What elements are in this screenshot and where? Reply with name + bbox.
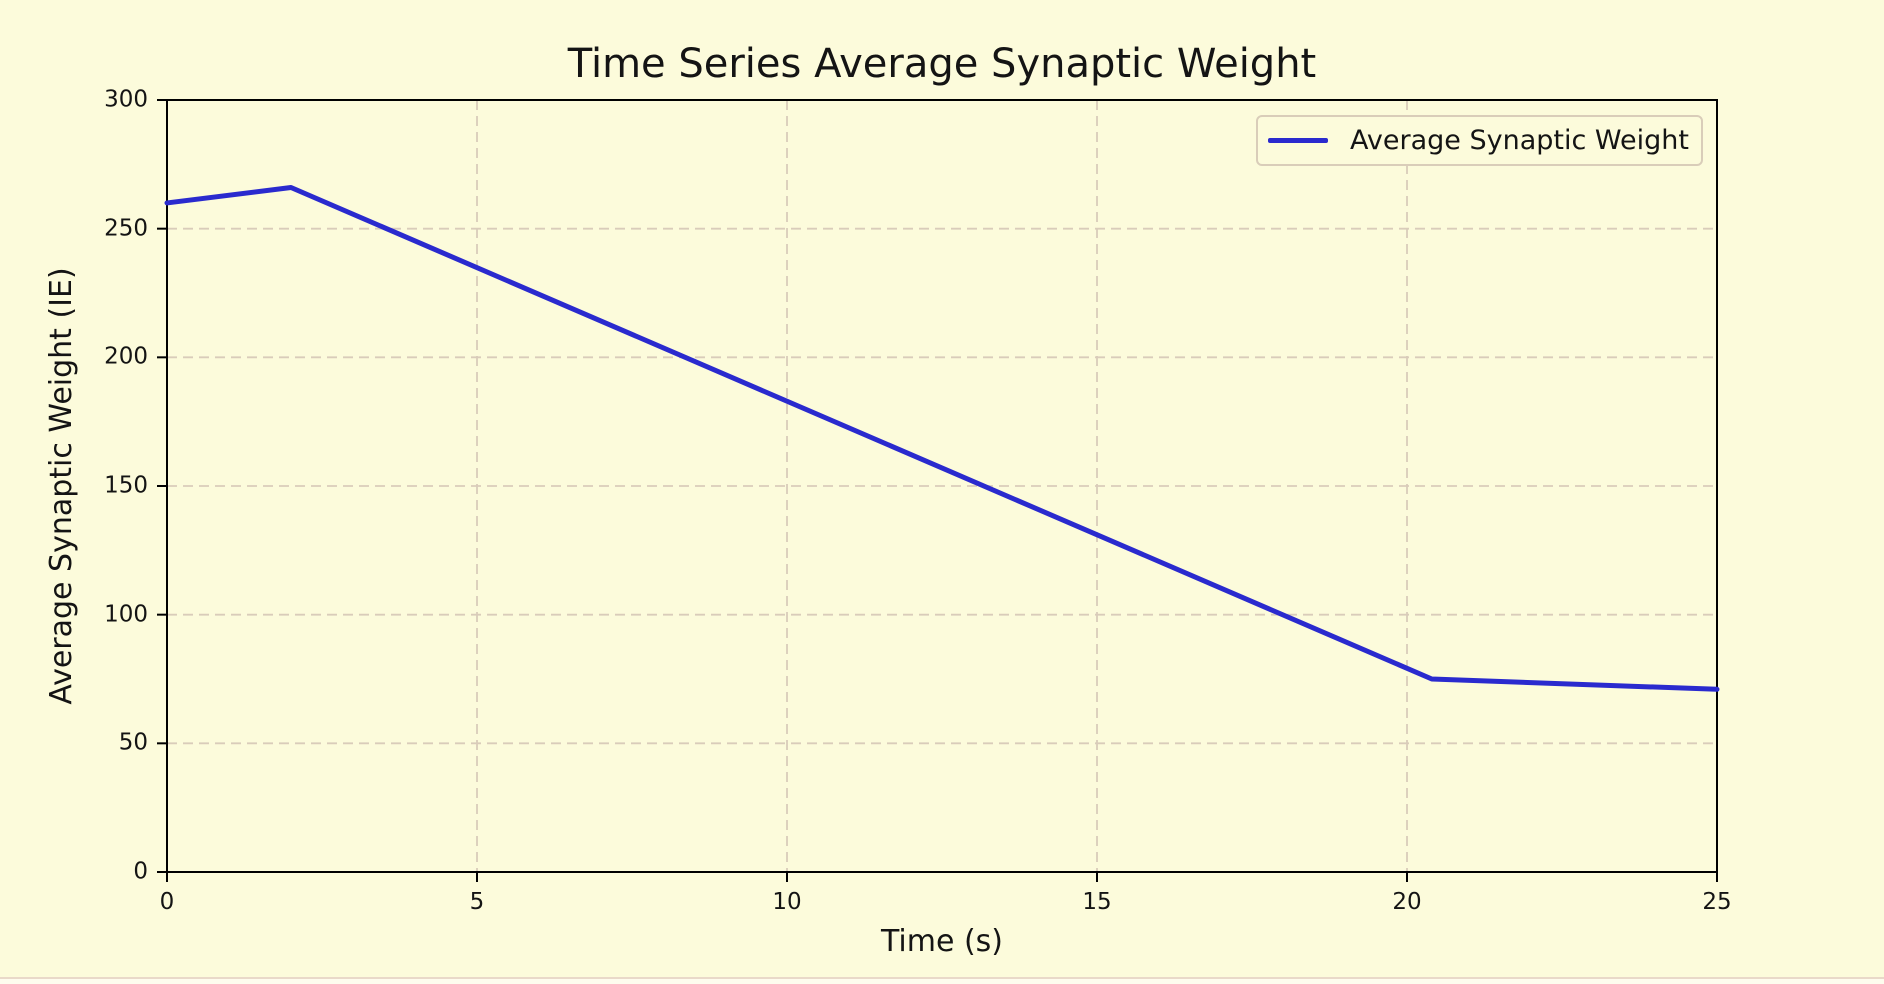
figure-bottom-edge (0, 977, 1884, 984)
y-tick-label: 50 (118, 729, 148, 756)
y-tick-label: 300 (104, 86, 148, 113)
x-tick-label: 25 (1702, 889, 1732, 915)
legend-label: Average Synaptic Weight (1350, 125, 1689, 156)
y-tick-label: 100 (104, 601, 148, 628)
x-tick-label: 15 (1082, 889, 1112, 915)
x-tick-label: 10 (772, 889, 802, 915)
legend-line-swatch (1268, 138, 1329, 143)
y-tick-labels: 0 50 100 150 200 250 300 (0, 0, 148, 984)
legend: Average Synaptic Weight (1256, 115, 1703, 166)
x-axis-label: Time (s) (881, 924, 1003, 959)
y-tick-label: 200 (104, 343, 148, 370)
y-tick-label: 0 (133, 858, 148, 885)
data-line (164, 184, 1720, 692)
y-tick-label: 250 (104, 215, 148, 242)
plot-border (166, 99, 1718, 873)
chart-title: Time Series Average Synaptic Weight (567, 41, 1317, 87)
y-tick-label: 150 (104, 472, 148, 499)
x-tick-label: 20 (1392, 889, 1422, 915)
x-tick-label: 0 (159, 889, 175, 915)
x-tick-label: 5 (469, 889, 485, 915)
